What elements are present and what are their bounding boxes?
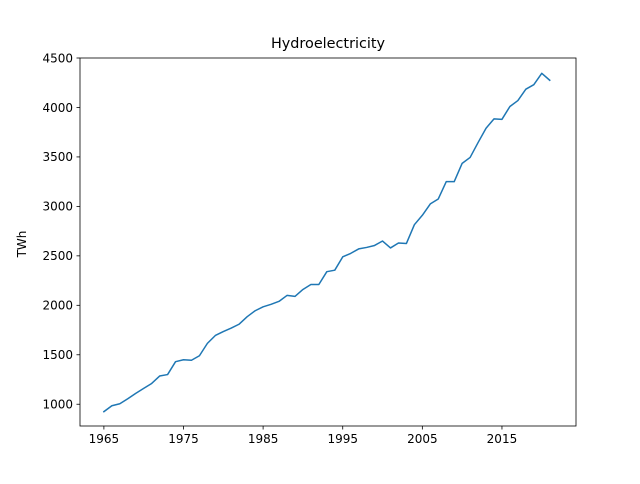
y-tick-label: 3000 bbox=[42, 200, 73, 214]
axes-frame bbox=[79, 57, 577, 427]
x-tick-label: 2015 bbox=[487, 432, 518, 446]
y-tick-label: 1500 bbox=[42, 348, 73, 362]
series-line-0 bbox=[102, 72, 551, 413]
y-axis-label: TWh bbox=[15, 231, 29, 259]
plot-area: 1965 1975 1985 1995 2005 2015 1000 1500 2000 2500… bbox=[42, 51, 577, 446]
y-tick-label: 4000 bbox=[42, 101, 73, 115]
y-tick-label: 3500 bbox=[42, 150, 73, 164]
x-tick-label: 2005 bbox=[407, 432, 438, 446]
x-tick-label: 1995 bbox=[327, 432, 358, 446]
y-tick-label: 2000 bbox=[42, 299, 73, 313]
x-tick-label: 1965 bbox=[89, 432, 120, 446]
x-tick-label: 1985 bbox=[248, 432, 279, 446]
y-tick-label: 1000 bbox=[42, 398, 73, 412]
y-tick-label: 4500 bbox=[42, 51, 73, 65]
x-tick-label: 1975 bbox=[168, 432, 199, 446]
chart-title: Hydroelectricity bbox=[271, 36, 386, 52]
y-tick-label: 2500 bbox=[42, 249, 73, 263]
